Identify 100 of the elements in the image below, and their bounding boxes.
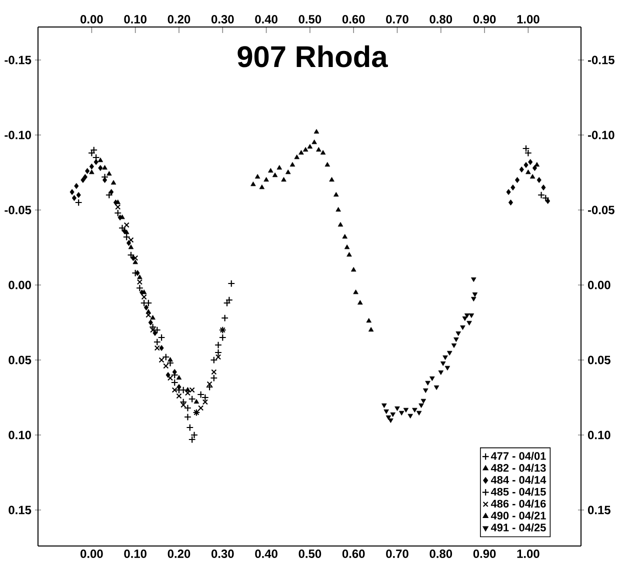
point xyxy=(526,170,531,174)
point xyxy=(466,320,472,326)
point xyxy=(398,410,404,416)
point xyxy=(150,315,156,320)
point xyxy=(342,234,348,239)
legend-label: 491 - 04/25 xyxy=(490,523,546,532)
point xyxy=(214,348,222,356)
point xyxy=(202,399,208,405)
point xyxy=(514,177,520,183)
y2-tick-label: -0.15 xyxy=(588,56,614,64)
point xyxy=(506,189,511,195)
point xyxy=(286,170,291,174)
x-tick-label: 1.00 xyxy=(517,550,540,558)
point xyxy=(329,177,334,182)
x-tick-label: 0.90 xyxy=(473,550,496,558)
x-tick-label: 0.00 xyxy=(80,550,103,558)
point xyxy=(534,162,540,167)
point xyxy=(109,189,114,195)
legend-label: 477 - 04/01 xyxy=(490,452,546,460)
point xyxy=(122,233,130,241)
x2-tick-label: 0.10 xyxy=(124,15,146,24)
point xyxy=(298,150,304,155)
x2-tick-label: 0.80 xyxy=(430,15,452,24)
y-tick-label: 0.00 xyxy=(8,280,31,290)
y2-tick-label: -0.10 xyxy=(588,130,614,140)
point xyxy=(532,165,538,171)
x2-tick-label: 0.30 xyxy=(211,15,234,24)
point xyxy=(110,180,116,185)
y-tick-label: -0.10 xyxy=(4,130,31,140)
point xyxy=(454,337,459,342)
point xyxy=(198,405,204,411)
point xyxy=(442,355,448,360)
x2-tick-label: 1.00 xyxy=(517,15,540,24)
point xyxy=(158,334,166,342)
point xyxy=(159,345,164,351)
x-tick-label: 0.40 xyxy=(255,550,278,558)
point xyxy=(114,209,122,217)
point xyxy=(302,147,308,152)
point xyxy=(388,418,394,423)
point xyxy=(153,326,161,334)
point xyxy=(215,354,222,360)
point xyxy=(447,350,452,356)
point xyxy=(528,159,533,165)
point xyxy=(366,318,372,323)
point xyxy=(172,369,177,375)
point xyxy=(176,375,182,380)
point xyxy=(336,207,341,212)
point xyxy=(76,192,81,198)
point xyxy=(281,177,286,182)
point xyxy=(154,345,160,351)
point xyxy=(346,252,352,257)
point xyxy=(440,361,446,366)
point xyxy=(508,200,514,206)
point xyxy=(201,394,209,402)
point xyxy=(136,284,144,292)
point xyxy=(148,320,153,326)
point xyxy=(74,198,82,206)
point xyxy=(471,296,476,302)
point xyxy=(358,300,363,305)
point xyxy=(538,191,546,199)
point xyxy=(80,177,86,183)
point xyxy=(194,399,200,404)
x-tick-label: 0.30 xyxy=(211,550,234,558)
point xyxy=(188,436,196,444)
point xyxy=(228,280,236,288)
x2-tick-label: 0.90 xyxy=(473,15,496,24)
y2-tick-label: 0.00 xyxy=(588,280,610,290)
point xyxy=(422,388,428,393)
point xyxy=(70,189,74,195)
point xyxy=(128,244,134,250)
x2-tick-label: 0.20 xyxy=(168,15,190,24)
point xyxy=(384,409,389,414)
point xyxy=(102,165,108,170)
point xyxy=(338,222,344,227)
point xyxy=(153,338,161,346)
y2-tick-label: -0.05 xyxy=(588,206,614,214)
point xyxy=(468,313,474,318)
point xyxy=(106,171,112,176)
point xyxy=(434,385,440,390)
point xyxy=(184,413,192,421)
point xyxy=(425,380,430,386)
point xyxy=(94,159,98,165)
point xyxy=(188,395,196,403)
point xyxy=(127,251,135,259)
point xyxy=(408,414,413,418)
point xyxy=(254,174,260,179)
point xyxy=(294,154,300,160)
point xyxy=(420,398,426,404)
point xyxy=(471,277,476,282)
x-tick-label: 0.50 xyxy=(298,550,322,558)
point xyxy=(221,314,229,322)
x2-tick-label: 0.70 xyxy=(386,15,408,24)
x2-tick-label: 0.50 xyxy=(298,15,322,24)
y-tick-label: 0.05 xyxy=(8,356,32,364)
point xyxy=(460,325,466,330)
point xyxy=(98,158,104,162)
point xyxy=(334,192,339,197)
point xyxy=(85,168,90,174)
point xyxy=(353,290,358,294)
point xyxy=(416,410,422,416)
